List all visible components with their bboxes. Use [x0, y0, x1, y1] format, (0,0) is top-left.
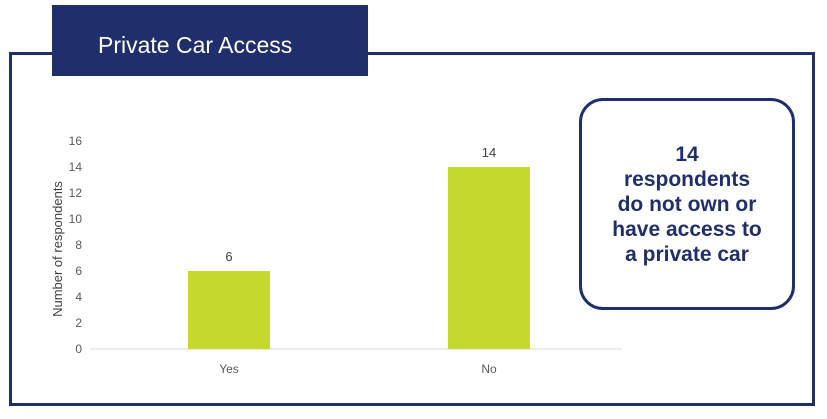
y-tick-label: 14 — [69, 160, 83, 174]
chart-title: Private Car Access — [98, 32, 293, 58]
data-label: 6 — [225, 249, 232, 264]
y-tick-label: 0 — [75, 342, 82, 356]
callout-text: 14 respondents do not own or have access… — [612, 142, 762, 266]
data-label: 14 — [482, 145, 496, 160]
bar-yes — [188, 271, 270, 349]
y-tick-label: 6 — [75, 264, 82, 278]
y-tick-label: 16 — [69, 134, 83, 148]
y-tick-label: 10 — [69, 212, 83, 226]
bar-no — [448, 167, 530, 349]
y-tick-label: 4 — [75, 290, 82, 304]
chart-frame — [9, 52, 815, 406]
chart-title-tab: Private Car Access — [52, 5, 368, 76]
x-tick-label: No — [481, 362, 497, 376]
y-tick-label: 2 — [75, 316, 82, 330]
x-tick-label: Yes — [219, 362, 239, 376]
y-axis-label: Number of respondents — [50, 181, 65, 317]
y-tick-label: 12 — [69, 186, 83, 200]
y-tick-label: 8 — [75, 238, 82, 252]
callout-box: 14 respondents do not own or have access… — [579, 98, 795, 310]
